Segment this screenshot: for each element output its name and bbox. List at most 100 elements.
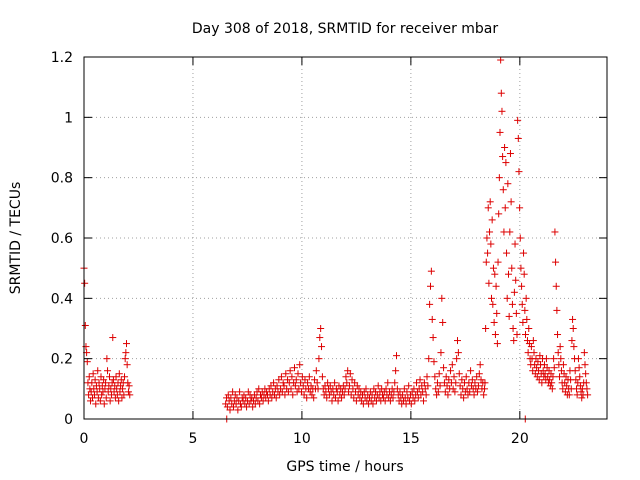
data-point [429,334,437,342]
data-point [559,361,567,369]
data-point [466,388,474,396]
data-point [435,370,443,378]
data-point [512,276,520,284]
data-point [120,391,128,399]
data-point [522,294,530,302]
data-point [570,343,578,351]
data-point [392,352,400,360]
data-point [307,382,315,390]
data-point [453,355,461,363]
data-point [391,379,399,387]
data-point [236,388,244,396]
x-tick-label: 15 [402,431,420,447]
data-point [281,391,289,399]
data-point [390,388,398,396]
data-point [291,382,299,390]
y-tick-label: 0.2 [51,352,73,368]
data-point [434,388,442,396]
data-point [305,373,313,381]
data-point [433,391,441,399]
data-point [424,382,432,390]
data-point [85,373,93,381]
data-point [491,331,499,339]
data-point [103,355,111,363]
data-point [416,376,424,384]
data-point [554,331,562,339]
data-point [264,397,272,405]
data-point [521,331,529,339]
data-point [270,379,278,387]
data-point [511,240,519,248]
data-point [124,388,132,396]
data-point [122,340,130,348]
data-point [227,394,235,402]
data-point [460,394,468,402]
data-point [426,300,434,308]
data-point [428,315,436,323]
data-point [500,228,508,236]
data-point [122,349,130,357]
data-point [436,382,444,390]
data-point [115,397,123,405]
data-point [493,340,501,348]
data-point [411,397,419,405]
data-point [345,382,353,390]
data-point [102,379,110,387]
data-point [481,385,489,393]
data-point [581,361,589,369]
data-point [501,144,509,151]
data-point [494,258,502,266]
data-point [437,349,445,357]
data-point [423,373,431,381]
data-point [454,349,462,357]
data-point [81,279,89,287]
data-point [81,321,89,329]
data-point [505,312,513,320]
data-point [289,391,297,399]
data-point [480,391,488,399]
grid-y [84,116,607,360]
data-point [355,385,363,393]
data-point [369,400,377,408]
data-point [499,186,507,194]
data-point [495,174,503,182]
data-point [530,349,538,357]
data-point [474,382,482,390]
data-point [509,325,517,332]
data-point [524,349,532,357]
data-point [449,385,457,393]
data-point [95,379,103,387]
data-point [512,309,520,317]
data-point [374,382,382,390]
data-point [582,379,590,387]
data-point [284,376,292,384]
y-axis-label: SRMTID / TECUs [8,182,24,295]
data-point [508,264,516,272]
data-point [439,318,447,326]
data-point [569,325,577,332]
data-point [272,394,280,402]
data-point [104,367,112,375]
data-point [334,397,342,405]
data-point [471,379,479,387]
data-point [477,376,485,384]
data-point [112,373,120,381]
data-point [580,349,588,357]
data-point [483,234,491,242]
data-point [572,385,580,393]
chart-title: Day 308 of 2018, SRMTID for receiver mba… [192,21,499,37]
data-point [384,379,392,387]
data-point [317,325,325,332]
data-point [474,388,482,396]
y-tick-label: 0.6 [51,231,73,247]
y-ticks: 0 0.2 0.4 0.6 0.8 1 1.2 [51,50,607,428]
data-point [341,385,349,393]
data-points [80,56,592,423]
data-point [451,388,459,396]
data-point [521,306,529,314]
data-point [303,394,311,402]
data-point [100,400,108,408]
data-point [125,382,133,390]
data-point [105,373,113,381]
data-point [244,388,252,396]
